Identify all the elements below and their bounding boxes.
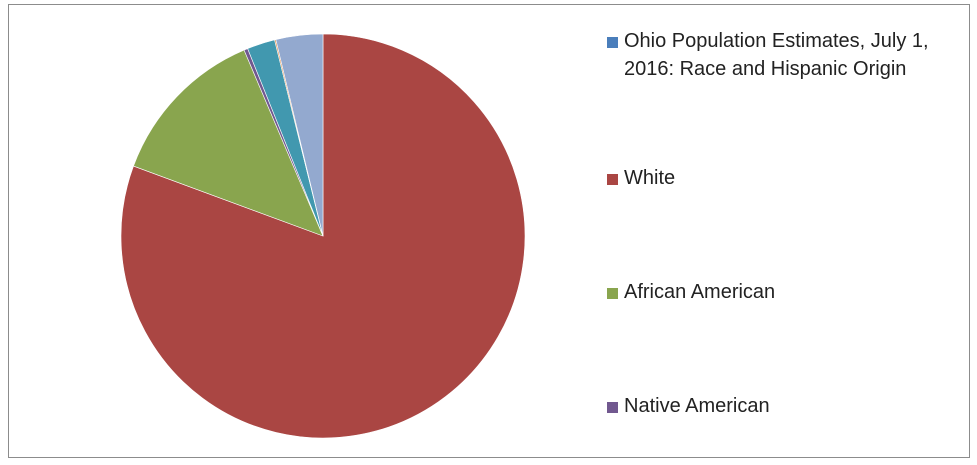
pie-slice-african-american [133, 49, 324, 237]
legend-label-african-american: African American [624, 281, 776, 303]
legend-swatch-white [607, 174, 618, 185]
legend-label-title: Ohio Population Estimates, July 1, 2016:… [624, 30, 929, 80]
legend-item-title: Ohio Population Estimates, July 1, 2016:… [607, 27, 967, 83]
legend-item-native-american: Native American [607, 392, 967, 420]
chart-area: Ohio Population Estimates, July 1, 2016:… [8, 4, 970, 458]
legend-item-white: White [607, 164, 967, 192]
pie-chart [120, 33, 526, 439]
legend-swatch-african-american [607, 288, 618, 299]
legend-swatch-title [607, 37, 618, 48]
pie-slice-other-6 [275, 33, 324, 237]
legend-label-native-american: Native American [624, 395, 770, 417]
legend-item-african-american: African American [607, 278, 967, 306]
legend-swatch-native-american [607, 402, 618, 413]
legend-label-white: White [624, 167, 676, 189]
